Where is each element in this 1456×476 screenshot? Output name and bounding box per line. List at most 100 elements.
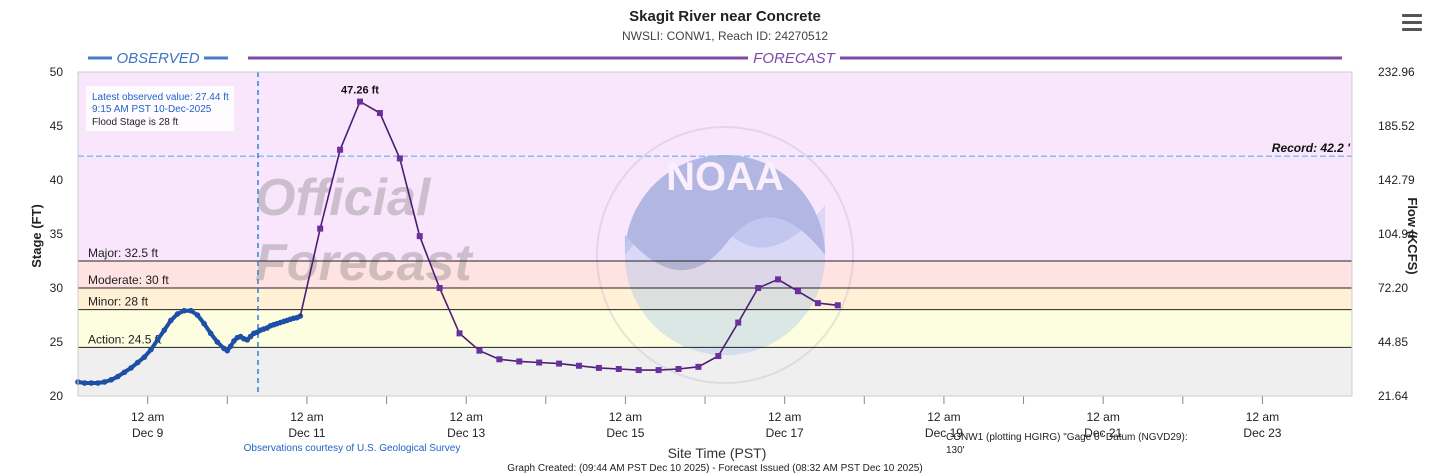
threshold-label-minor: Minor: 28 ft [88,295,149,309]
observed-point [201,320,207,327]
forecast-point [436,285,443,291]
y2-tick-label: 21.64 [1378,389,1408,403]
observed-point [214,339,221,345]
y-tick-label: 50 [50,65,64,79]
forecast-point [337,146,344,153]
flood-category-bands [78,72,1352,396]
forecast-point [615,366,622,372]
band-below-action [78,347,1352,396]
forecast-point [317,225,324,232]
observed-point [168,317,174,324]
observed-point [188,307,194,314]
forecast-point [476,347,483,354]
forecast-point [814,300,821,307]
plot-border [77,71,1353,397]
observed-point [115,373,121,380]
latest-observed-info-box: Latest observed value: 27.44 ft 9:15 AM … [86,86,234,131]
observed-point [141,354,148,360]
forecast-point [655,367,662,374]
band-moderate [78,261,1352,288]
forecast-point [695,363,702,370]
forecast-point [775,276,782,283]
x-tick-label-time: 12 am [768,410,801,424]
forecast-point [834,302,841,309]
observed-point [95,380,101,386]
y2-tick-label: 185.52 [1378,119,1415,133]
y-tick-label: 25 [50,335,64,349]
forecast-point [575,362,582,369]
threshold-label-action: Action: 24.5 ft [88,332,162,346]
data-series: 47.26 ft [75,85,841,386]
y-tick-label: 40 [50,173,64,187]
x-tick-label-date: Dec 11 [288,426,325,440]
x-tick-label-time: 12 am [1086,410,1119,424]
y-tick-label: 45 [50,119,64,133]
band-minor [78,288,1352,310]
x-tick-label-time: 12 am [131,410,164,424]
observed-point [128,365,134,371]
forecast-line [299,100,838,371]
forecast-point [416,233,423,240]
forecast-point [456,330,463,337]
observed-point [181,307,187,314]
band-action [78,309,1352,348]
forecast-point [794,288,801,295]
x-axis-title: Site Time (PST) [668,445,767,461]
record-label: Record: 42.2 ' [1272,141,1351,155]
flood-stage-note: Flood Stage is 28 ft [92,117,178,128]
threshold-label-major: Major: 32.5 ft [88,246,159,260]
axes: 20 25 30 35 40 45 50 21.64 44.85 72.20 104.94 142.7… [50,65,1415,440]
observed-point [161,327,168,333]
hamburger-menu-icon[interactable] [1402,14,1422,32]
forecast-point [516,358,523,365]
x-tick-label-date: Dec 23 [1243,426,1281,440]
datum-note-line2: 130' [946,445,965,456]
observed-point [88,380,95,386]
forecast-point [755,285,762,291]
y-tick-label: 35 [50,227,64,241]
chart-title: Skagit River near Concrete [629,8,821,25]
svg-text:NOAA: NOAA [666,155,784,199]
forecast-point [496,356,503,363]
observed-point [174,311,181,317]
observed-point [81,380,88,386]
forecast-point [595,364,602,371]
forecast-point [675,366,682,372]
forecast-point [536,359,543,366]
observed-point [224,347,231,354]
x-tick-label-date: Dec 17 [766,426,804,440]
svg-text:Forecast: Forecast [255,234,474,292]
usgs-courtesy-link[interactable]: Observations courtesy of U.S. Geological… [244,443,461,454]
x-tick-label-time: 12 am [449,410,482,424]
noaa-logo-watermark: NOAA [596,126,854,384]
latest-observed-time: 9:15 AM PST 10-Dec-2025 [92,104,212,115]
y2-tick-label: 232.96 [1378,65,1415,79]
y-axis-title: Stage (FT) [29,204,44,268]
observed-point [121,369,128,376]
forecast-point [357,98,364,105]
threshold-label-moderate: Moderate: 30 ft [88,273,169,287]
observed-point [134,359,141,366]
forecast-point [396,155,403,162]
forecast-point [376,110,383,117]
forecast-point [556,360,563,367]
forecast-point [735,319,742,326]
x-tick-label-time: 12 am [290,410,323,424]
x-tick-label-date: Dec 19 [925,426,963,440]
x-tick-label-time: 12 am [1246,410,1279,424]
forecast-point [715,353,722,360]
observed-point [108,377,114,383]
observed-point [154,337,161,343]
x-tick-label-time: 12 am [609,410,642,424]
forecast-point [635,367,642,374]
y-tick-label: 20 [50,389,64,403]
observed-point [207,330,214,337]
threshold-lines: Action: 24.5 ft Minor: 28 ft Moderate: 30 … [78,72,1352,396]
latest-observed-value: Latest observed value: 27.44 ft [92,92,229,103]
y2-tick-label: 104.94 [1378,227,1415,241]
observed-label: OBSERVED [116,50,199,67]
forecast-banner: FORECAST [248,50,1342,67]
y2-tick-label: 142.79 [1378,173,1415,187]
peak-label: 47.26 ft [341,85,379,97]
band-major [78,72,1352,261]
